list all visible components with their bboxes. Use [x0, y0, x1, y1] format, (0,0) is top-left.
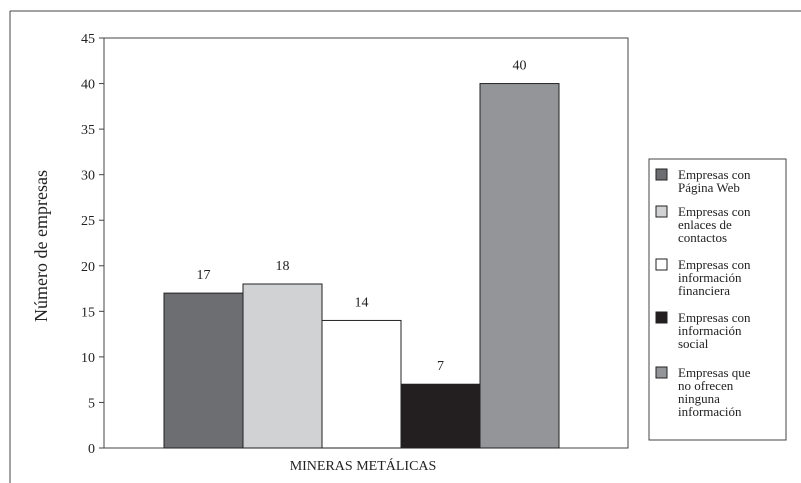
y-tick-label: 45	[81, 32, 95, 47]
bar	[321, 319, 402, 449]
y-tick-label: 5	[88, 396, 95, 411]
legend-swatch	[655, 205, 668, 218]
y-tick-label: 25	[81, 214, 95, 229]
bar-value-label: 40	[513, 59, 527, 74]
y-tick-label: 40	[81, 78, 95, 93]
y-tick-label: 20	[81, 260, 95, 275]
legend-label: Empresas con Página Web	[678, 167, 751, 195]
bar	[400, 383, 481, 449]
y-tick-label: 35	[81, 123, 95, 138]
y-axis: 0 5 10 15 20 25 30 35 40 45	[81, 32, 104, 457]
y-tick-label: 30	[81, 169, 95, 184]
y-axis-title: Número de empresas	[31, 170, 51, 322]
bar	[479, 83, 560, 449]
bar	[242, 283, 323, 449]
y-tick-label: 0	[88, 442, 95, 457]
bar-value-label: 18	[276, 259, 290, 274]
bar-value-label: 7	[437, 359, 444, 374]
legend: Empresas con Página Web Empresas con enlace…	[648, 158, 787, 441]
legend-label: Empresas con información social	[678, 310, 751, 351]
legend-swatch	[655, 258, 668, 271]
bars: 17 18 14 7 40	[163, 59, 560, 449]
legend-label: Empresas que no ofrecen ninguna información	[678, 365, 751, 419]
x-axis-title: MINERAS METÁLICAS	[290, 457, 437, 474]
y-tick-label: 15	[81, 305, 95, 320]
legend-swatch	[655, 168, 668, 181]
bar	[163, 292, 244, 449]
legend-swatch	[655, 366, 668, 379]
bar-value-label: 14	[355, 295, 369, 310]
legend-swatch	[655, 311, 668, 324]
legend-box	[648, 158, 787, 441]
legend-label: Empresas con información financiera	[678, 257, 751, 298]
bar-value-label: 17	[197, 268, 211, 283]
y-tick-label: 10	[81, 351, 95, 366]
legend-label: Empresas con enlaces de contactos	[678, 204, 751, 245]
